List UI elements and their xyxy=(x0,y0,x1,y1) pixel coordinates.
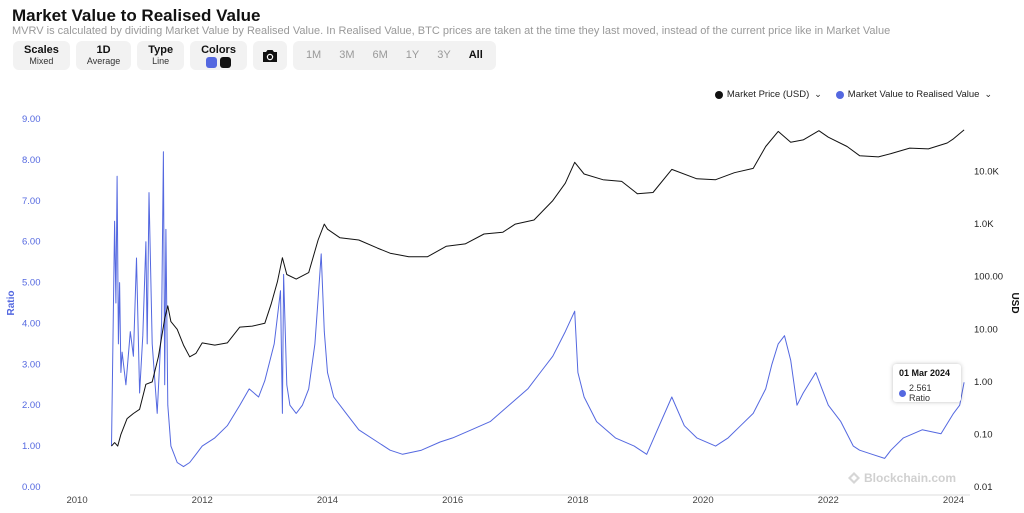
price-series-line xyxy=(111,129,965,447)
range-option-3m[interactable]: 3M xyxy=(339,49,355,61)
page-title: Market Value to Realised Value xyxy=(12,6,261,25)
interval-value: Average xyxy=(86,56,121,66)
range-selector: 1M 3M 6M 1Y 3Y All xyxy=(292,41,496,70)
scales-label: Scales xyxy=(24,44,59,56)
y-right-tick-label: 10.00 xyxy=(974,324,998,335)
scales-value: Mixed xyxy=(29,56,54,66)
legend-dot-price xyxy=(714,90,723,99)
tooltip-value: 2.561 Ratio xyxy=(909,383,932,403)
x-tick-label: 2010 xyxy=(66,495,87,506)
y-right-tick-label: 1.0K xyxy=(974,219,994,230)
tooltip-dot xyxy=(899,389,906,397)
y-left-tick-label: 6.00 xyxy=(22,237,41,248)
range-option-1m[interactable]: 1M xyxy=(305,49,322,61)
colors-button[interactable]: Colors xyxy=(190,41,247,70)
y-left-tick-label: 1.00 xyxy=(22,441,41,452)
chart-legend: Market Price (USD) ⌄ Market Value to Rea… xyxy=(714,89,992,100)
scales-button[interactable]: Scales Mixed xyxy=(13,41,70,70)
type-value: Line xyxy=(152,56,170,66)
legend-label-mvrv: Market Value to Realised Value xyxy=(847,89,980,100)
legend-item-price[interactable]: Market Price (USD) ⌄ xyxy=(714,89,822,100)
y-right-tick-label: 0.01 xyxy=(974,482,993,493)
range-option-6m[interactable]: 6M xyxy=(372,49,388,61)
x-tick-label: 2018 xyxy=(567,495,588,506)
page-subtitle: MVRV is calculated by dividing Market Va… xyxy=(12,25,891,37)
y-right-tick-label: 100.00 xyxy=(974,272,1003,283)
y-left-tick-label: 2.00 xyxy=(22,400,41,411)
legend-item-mvrv[interactable]: Market Value to Realised Value ⌄ xyxy=(835,89,992,100)
range-option-all[interactable]: All xyxy=(468,49,483,61)
blockchain-logo-icon xyxy=(848,472,860,484)
color-swatch-ratio xyxy=(206,56,218,68)
x-tick-label: 2016 xyxy=(442,495,463,506)
y-left-tick-label: 7.00 xyxy=(22,196,41,207)
color-swatches xyxy=(206,56,232,68)
x-tick-label: 2012 xyxy=(192,495,213,506)
x-tick-label: 2024 xyxy=(943,495,964,506)
range-option-3y[interactable]: 3Y xyxy=(437,49,451,61)
y-left-axis-title: Ratio xyxy=(6,291,17,316)
chart-tooltip: 01 Mar 2024 2.561 Ratio xyxy=(893,364,961,403)
x-tick-label: 2020 xyxy=(692,495,713,506)
chevron-down-icon: ⌄ xyxy=(984,89,992,99)
y-right-axis-title: USD xyxy=(1009,292,1020,313)
y-left-tick-label: 4.00 xyxy=(22,318,41,329)
camera-icon xyxy=(262,49,277,62)
screenshot-button[interactable] xyxy=(252,41,287,70)
watermark: Blockchain.com xyxy=(848,471,956,485)
chevron-down-icon: ⌄ xyxy=(814,89,822,99)
y-left-tick-label: 9.00 xyxy=(22,114,41,125)
y-left-tick-label: 3.00 xyxy=(22,359,41,370)
x-tick-label: 2022 xyxy=(818,495,839,506)
color-swatch-price xyxy=(220,56,232,68)
y-right-tick-label: 10.0K xyxy=(974,167,999,178)
y-right-tick-label: 1.00 xyxy=(974,377,993,388)
interval-label: 1D xyxy=(96,44,111,56)
mvrv-series-line xyxy=(111,151,965,468)
range-option-1y[interactable]: 1Y xyxy=(405,49,420,61)
x-tick-label: 2014 xyxy=(317,495,338,506)
chart-toolbar: Scales Mixed 1D Average Type Line Colors… xyxy=(13,41,496,70)
y-left-tick-label: 8.00 xyxy=(22,155,41,166)
type-label: Type xyxy=(148,44,174,56)
legend-dot-mvrv xyxy=(835,90,844,99)
interval-button[interactable]: 1D Average xyxy=(75,41,132,70)
y-left-tick-label: 0.00 xyxy=(22,482,41,493)
watermark-text: Blockchain.com xyxy=(864,471,957,485)
y-left-tick-label: 5.00 xyxy=(22,278,41,289)
type-button[interactable]: Type Line xyxy=(137,41,185,70)
legend-label-price: Market Price (USD) xyxy=(726,89,810,100)
colors-label: Colors xyxy=(201,43,236,56)
tooltip-row: 2.561 Ratio xyxy=(899,383,955,403)
tooltip-date: 01 Mar 2024 xyxy=(899,368,951,378)
y-right-tick-label: 0.10 xyxy=(974,429,993,440)
